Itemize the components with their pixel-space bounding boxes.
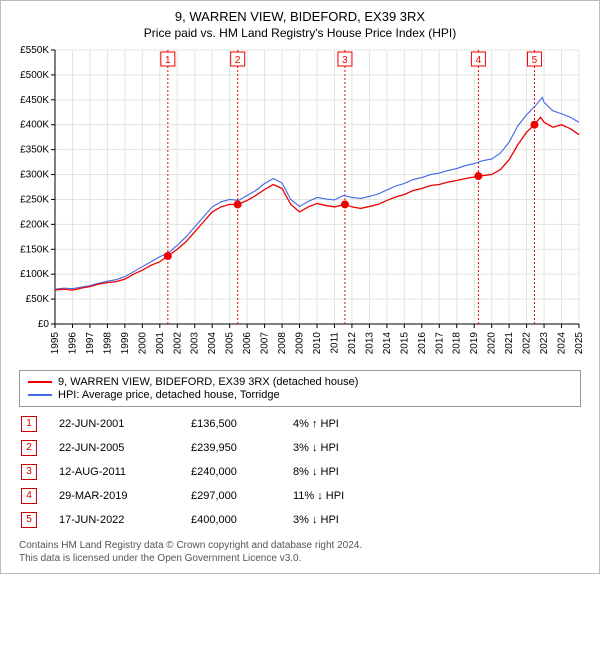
svg-text:2023: 2023 <box>539 332 550 355</box>
svg-text:£200K: £200K <box>20 219 49 230</box>
svg-text:2014: 2014 <box>382 332 393 355</box>
svg-text:2015: 2015 <box>399 332 410 355</box>
svg-text:2003: 2003 <box>190 332 201 355</box>
svg-text:2017: 2017 <box>434 332 445 355</box>
svg-text:2018: 2018 <box>452 332 463 355</box>
svg-text:£450K: £450K <box>20 95 49 106</box>
svg-text:4: 4 <box>476 55 482 66</box>
chart-area: £0 £50K £100K £150K £200K £250K £300K £350K £400… <box>9 44 591 364</box>
svg-text:2021: 2021 <box>504 332 515 355</box>
svg-text:2001: 2001 <box>155 332 166 355</box>
sale-diff: 3% ↓ HPI <box>293 509 443 531</box>
svg-text:5: 5 <box>532 55 538 66</box>
svg-text:1999: 1999 <box>120 332 131 355</box>
attribution-line: Contains HM Land Registry data © Crown c… <box>19 539 581 552</box>
svg-text:£100K: £100K <box>20 269 49 280</box>
line-chart-svg: £0 £50K £100K £150K £200K £250K £300K £350K £400… <box>9 44 589 364</box>
svg-text:2000: 2000 <box>137 332 148 355</box>
sale-diff: 4% ↑ HPI <box>293 413 443 435</box>
svg-text:2009: 2009 <box>295 332 306 355</box>
sale-date: 22-JUN-2001 <box>59 413 189 435</box>
sale-number-box: 4 <box>21 488 37 504</box>
sale-price: £400,000 <box>191 509 291 531</box>
figure-container: 9, WARREN VIEW, BIDEFORD, EX39 3RX Price… <box>0 0 600 574</box>
sales-row: 5 17-JUN-2022£400,0003% ↓ HPI <box>21 509 443 531</box>
sales-table: 1 22-JUN-2001£136,5004% ↑ HPI 2 22-JUN-2005… <box>19 411 445 533</box>
svg-text:1: 1 <box>165 55 171 66</box>
svg-text:2013: 2013 <box>364 332 375 355</box>
svg-text:1998: 1998 <box>102 332 113 355</box>
sale-price: £239,950 <box>191 437 291 459</box>
sale-diff: 3% ↓ HPI <box>293 437 443 459</box>
svg-text:2008: 2008 <box>277 332 288 355</box>
sales-row: 2 22-JUN-2005£239,9503% ↓ HPI <box>21 437 443 459</box>
sale-price: £240,000 <box>191 461 291 483</box>
attribution: Contains HM Land Registry data © Crown c… <box>19 539 581 565</box>
sale-number-box: 1 <box>21 416 37 432</box>
sale-date: 22-JUN-2005 <box>59 437 189 459</box>
legend-swatch <box>28 381 52 383</box>
sale-date: 12-AUG-2011 <box>59 461 189 483</box>
svg-text:3: 3 <box>342 55 348 66</box>
chart-title: 9, WARREN VIEW, BIDEFORD, EX39 3RX <box>9 9 591 24</box>
sale-price: £136,500 <box>191 413 291 435</box>
svg-text:£250K: £250K <box>20 194 49 205</box>
svg-text:2011: 2011 <box>329 332 340 354</box>
legend-label: HPI: Average price, detached house, Torr… <box>58 389 280 401</box>
svg-text:£300K: £300K <box>20 170 49 181</box>
svg-text:£350K: £350K <box>20 145 49 156</box>
svg-text:2: 2 <box>235 55 241 66</box>
attribution-line: This data is licensed under the Open Gov… <box>19 552 581 565</box>
sale-date: 29-MAR-2019 <box>59 485 189 507</box>
svg-text:2012: 2012 <box>347 332 358 355</box>
svg-text:1996: 1996 <box>67 332 78 355</box>
sales-row: 4 29-MAR-2019£297,00011% ↓ HPI <box>21 485 443 507</box>
legend: 9, WARREN VIEW, BIDEFORD, EX39 3RX (deta… <box>19 370 581 407</box>
sale-price: £297,000 <box>191 485 291 507</box>
svg-text:£400K: £400K <box>20 120 49 131</box>
svg-text:2005: 2005 <box>225 332 236 355</box>
svg-text:2004: 2004 <box>207 332 218 355</box>
legend-label: 9, WARREN VIEW, BIDEFORD, EX39 3RX (deta… <box>58 376 358 388</box>
sale-date: 17-JUN-2022 <box>59 509 189 531</box>
sale-number-box: 5 <box>21 512 37 528</box>
sales-row: 3 12-AUG-2011£240,0008% ↓ HPI <box>21 461 443 483</box>
sale-number-box: 2 <box>21 440 37 456</box>
sales-row: 1 22-JUN-2001£136,5004% ↑ HPI <box>21 413 443 435</box>
svg-text:2006: 2006 <box>242 332 253 355</box>
legend-item: HPI: Average price, detached house, Torr… <box>28 389 572 401</box>
svg-text:2025: 2025 <box>574 332 585 355</box>
svg-text:1997: 1997 <box>85 332 96 355</box>
svg-text:1995: 1995 <box>50 332 61 355</box>
sale-diff: 8% ↓ HPI <box>293 461 443 483</box>
svg-text:2020: 2020 <box>487 332 498 355</box>
sale-diff: 11% ↓ HPI <box>293 485 443 507</box>
svg-text:2010: 2010 <box>312 332 323 355</box>
svg-text:2007: 2007 <box>260 332 271 355</box>
svg-text:2019: 2019 <box>469 332 480 355</box>
svg-text:2002: 2002 <box>172 332 183 355</box>
svg-text:£0: £0 <box>38 319 50 330</box>
chart-subtitle: Price paid vs. HM Land Registry's House … <box>9 26 591 40</box>
svg-text:£500K: £500K <box>20 70 49 81</box>
sale-number-box: 3 <box>21 464 37 480</box>
svg-text:£550K: £550K <box>20 45 49 56</box>
svg-text:2022: 2022 <box>522 332 533 355</box>
svg-text:£50K: £50K <box>26 294 50 305</box>
legend-swatch <box>28 394 52 396</box>
legend-item: 9, WARREN VIEW, BIDEFORD, EX39 3RX (deta… <box>28 376 572 388</box>
svg-text:2024: 2024 <box>557 332 568 355</box>
svg-text:£150K: £150K <box>20 244 49 255</box>
svg-text:2016: 2016 <box>417 332 428 355</box>
